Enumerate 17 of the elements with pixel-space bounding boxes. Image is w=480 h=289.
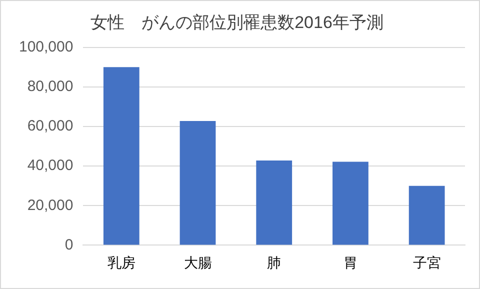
y-tick-label: 100,000 <box>18 38 74 56</box>
bar <box>103 67 140 245</box>
bar <box>408 186 445 245</box>
y-tick-label: 20,000 <box>27 196 74 214</box>
y-tick-label: 0 <box>64 236 74 254</box>
y-tick-label: 40,000 <box>27 157 74 174</box>
bar <box>256 160 292 245</box>
x-tick-label: 肺 <box>267 254 282 270</box>
bar <box>180 120 216 245</box>
chart-title: 女性 がんの部位別罹患数2016年予測 <box>90 12 384 32</box>
x-tick-label: 大腸 <box>184 254 212 270</box>
y-tick-label: 60,000 <box>27 118 74 135</box>
x-tick-label: 子宮 <box>412 254 441 270</box>
x-tick-label: 乳房 <box>107 254 136 270</box>
y-tick-label: 80,000 <box>27 78 74 96</box>
x-tick-label: 胃 <box>343 254 358 270</box>
bar <box>332 162 368 245</box>
